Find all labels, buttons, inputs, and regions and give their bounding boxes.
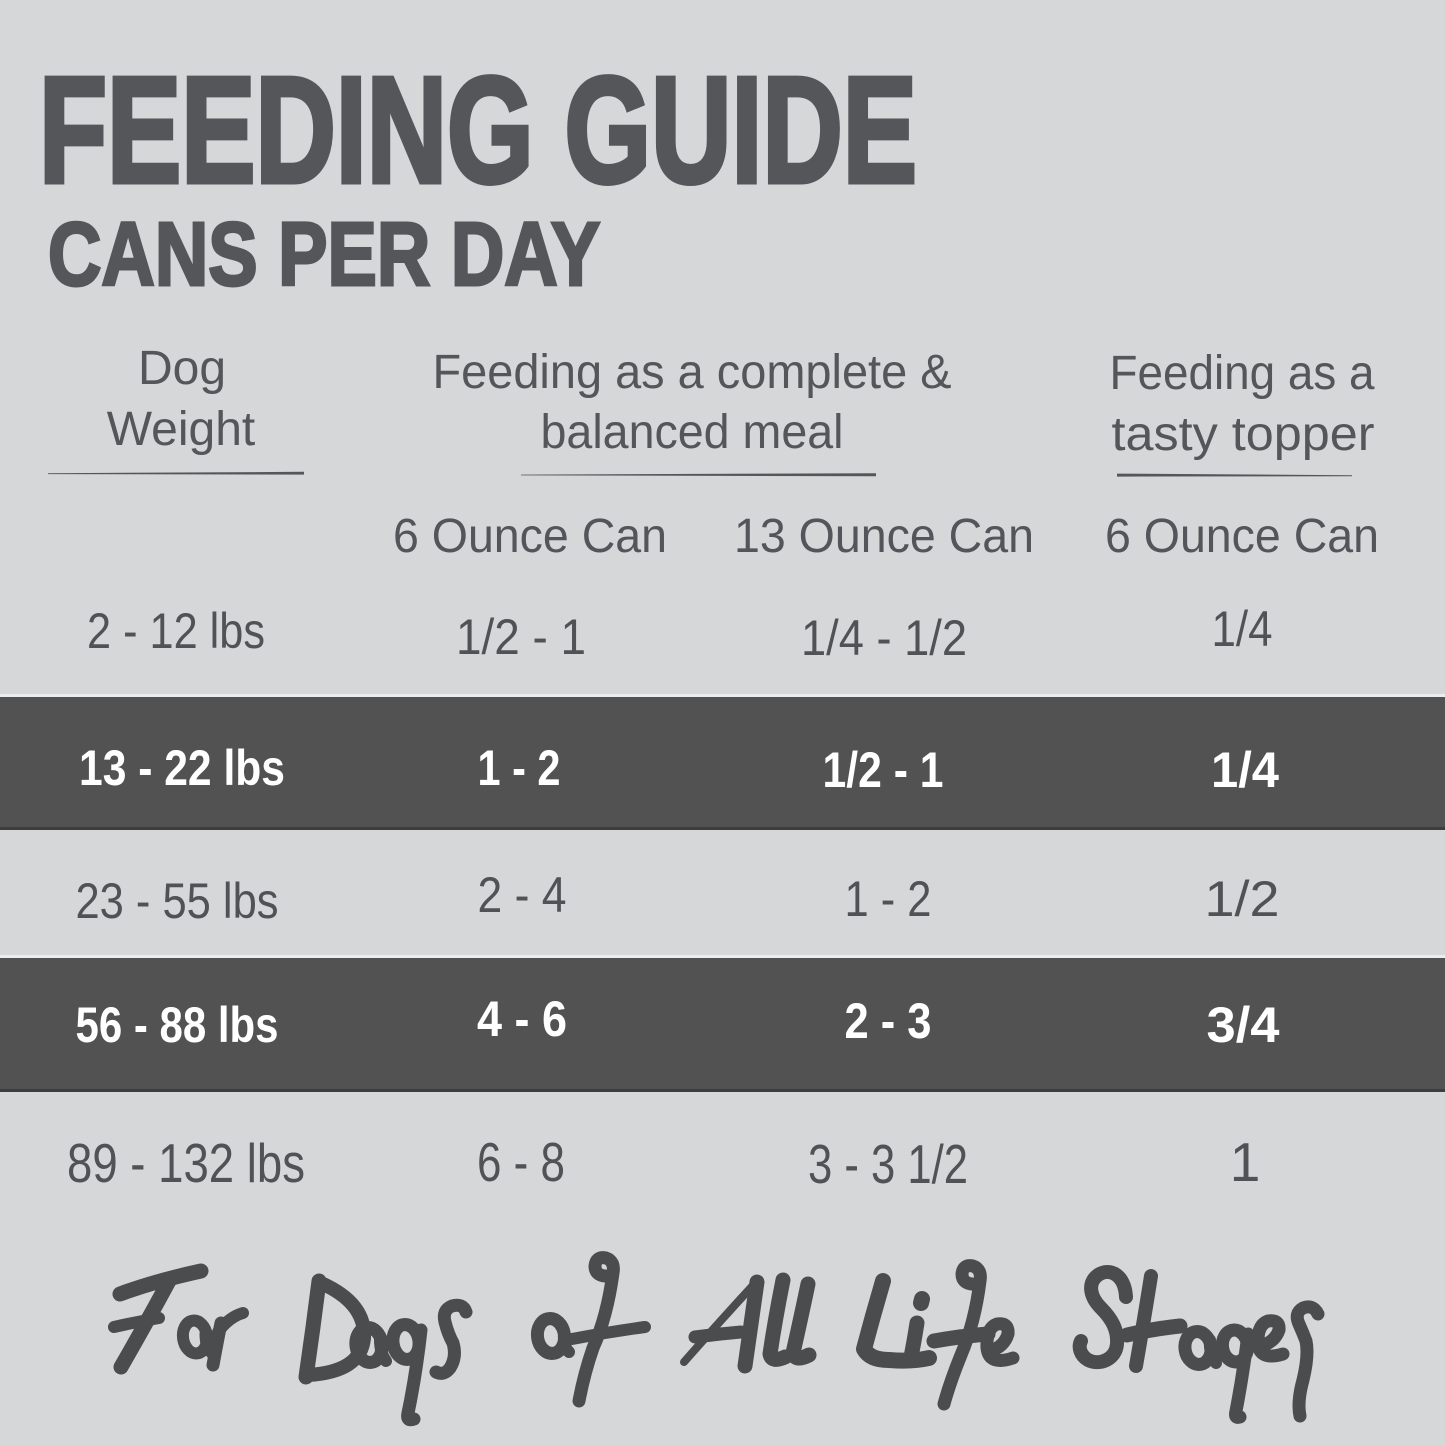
svg-text:tasty topper: tasty topper bbox=[1112, 408, 1375, 461]
svg-text:Weight: Weight bbox=[107, 403, 256, 456]
svg-text:CANS PER DAY: CANS PER DAY bbox=[48, 204, 600, 305]
svg-text:FEEDING GUIDE: FEEDING GUIDE bbox=[39, 47, 917, 215]
svg-text:1/4: 1/4 bbox=[1211, 742, 1279, 798]
svg-text:23 - 55 lbs: 23 - 55 lbs bbox=[76, 873, 279, 929]
svg-text:1/2 - 1: 1/2 - 1 bbox=[456, 609, 586, 665]
svg-text:1/4: 1/4 bbox=[1212, 601, 1273, 657]
svg-text:13 - 22 lbs: 13 - 22 lbs bbox=[79, 740, 285, 796]
svg-text:2 - 12 lbs: 2 - 12 lbs bbox=[87, 603, 265, 659]
svg-text:56 - 88 lbs: 56 - 88 lbs bbox=[76, 997, 279, 1053]
svg-text:1/4 - 1/2: 1/4 - 1/2 bbox=[801, 610, 967, 666]
svg-text:13 Ounce Can: 13 Ounce Can bbox=[734, 510, 1034, 563]
svg-text:1 - 2: 1 - 2 bbox=[845, 871, 932, 927]
svg-text:1: 1 bbox=[1230, 1131, 1261, 1193]
svg-text:6 - 8: 6 - 8 bbox=[477, 1131, 565, 1193]
svg-text:2 - 3: 2 - 3 bbox=[845, 993, 932, 1049]
svg-text:89 - 132 lbs: 89 - 132 lbs bbox=[67, 1132, 305, 1194]
svg-text:3 - 3 1/2: 3 - 3 1/2 bbox=[808, 1133, 968, 1195]
svg-text:Dog: Dog bbox=[138, 342, 226, 395]
svg-text:1/2: 1/2 bbox=[1205, 871, 1280, 927]
svg-text:balanced meal: balanced meal bbox=[541, 406, 844, 459]
svg-text:6 Ounce Can: 6 Ounce Can bbox=[1105, 510, 1379, 563]
svg-text:4 - 6: 4 - 6 bbox=[477, 991, 567, 1047]
svg-text:1 - 2: 1 - 2 bbox=[478, 740, 561, 796]
svg-text:6 Ounce Can: 6 Ounce Can bbox=[393, 510, 667, 563]
svg-text:1/2 - 1: 1/2 - 1 bbox=[823, 742, 944, 798]
svg-text:3/4: 3/4 bbox=[1207, 997, 1280, 1053]
svg-text:Feeding as a complete &: Feeding as a complete & bbox=[433, 346, 952, 399]
svg-text:Feeding as a: Feeding as a bbox=[1110, 347, 1375, 400]
svg-text:2 - 4: 2 - 4 bbox=[478, 867, 567, 923]
